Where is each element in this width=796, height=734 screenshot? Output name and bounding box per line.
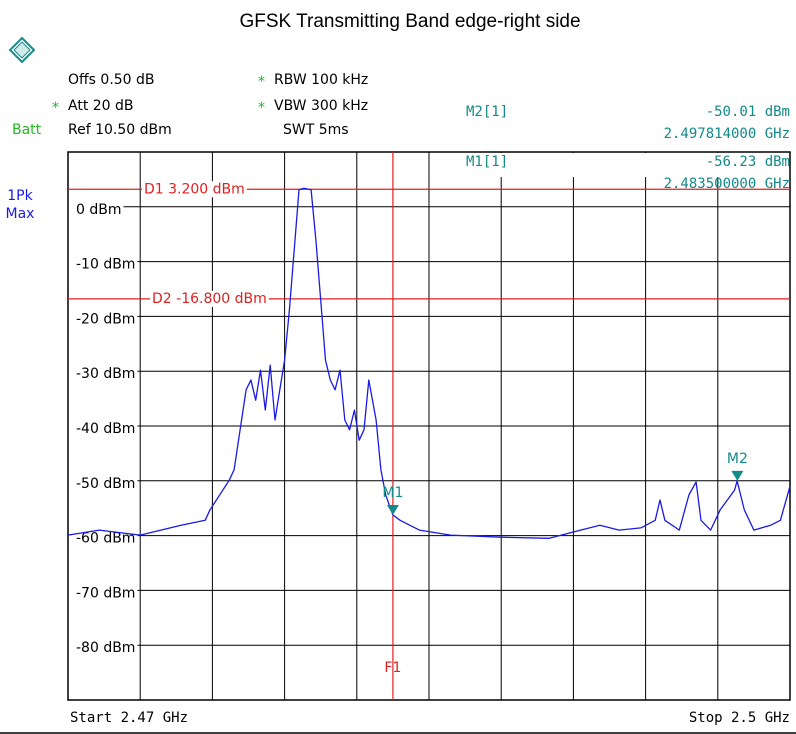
frequency-line-label: F1 (384, 660, 401, 676)
header-item: RBW 100 kHz (274, 72, 368, 88)
y-tick-label: -60 dBm (76, 531, 135, 547)
y-tick-label: -50 dBm (76, 476, 135, 492)
marker-table-name: M2[1] (466, 104, 508, 120)
y-tick-label: -70 dBm (76, 585, 135, 601)
marker-label: M1 (382, 485, 403, 501)
marker-table-x: 2.483500000 GHz (664, 176, 790, 192)
y-tick-label: -10 dBm (76, 257, 135, 273)
header-item: VBW 300 kHz (274, 98, 368, 114)
display-line-label: D2 -16.800 dBm (152, 291, 267, 307)
trace-label: Max (6, 206, 35, 222)
marker-table-bg (462, 153, 789, 177)
marker-table-value: -50.01 dBm (706, 104, 790, 120)
marker-table-x: 2.497814000 GHz (664, 126, 790, 142)
y-tick-label: -80 dBm (76, 640, 135, 656)
x-stop-label: Stop 2.5 GHz (689, 710, 790, 726)
logo-diamond (8, 36, 36, 64)
y-tick-label: 0 dBm (76, 202, 122, 218)
header-item: Offs 0.50 dB (68, 72, 155, 88)
display-line-label-bg (150, 290, 269, 307)
chart-title: GFSK Transmitting Band edge-right side (239, 11, 580, 32)
y-tick-label: -40 dBm (76, 421, 135, 437)
marker-table-name: M1[1] (466, 154, 508, 170)
trace-label: 1Pk (7, 188, 33, 204)
logo (8, 36, 36, 64)
header-item: Batt (12, 122, 42, 138)
trace (67, 187, 791, 539)
marker-label: M2 (727, 451, 748, 467)
logo-inner (13, 41, 31, 59)
header-flag: * (258, 74, 265, 90)
y-tick-label: -20 dBm (76, 311, 135, 327)
header-item: Ref 10.50 dBm (68, 122, 172, 138)
header-item: SWT 5ms (283, 122, 349, 138)
y-tick-label: -30 dBm (76, 366, 135, 382)
display-line-label-bg (142, 181, 247, 198)
x-start-label: Start 2.47 GHz (70, 710, 188, 726)
marker-table-value: -56.23 dBm (706, 154, 790, 170)
header-item: Att 20 dB (68, 98, 134, 114)
header-flag: * (258, 100, 265, 116)
header-flag: * (52, 100, 59, 116)
display-line-label: D1 3.200 dBm (144, 181, 245, 197)
marker-triangle (731, 470, 744, 481)
marker-triangle (386, 504, 399, 515)
